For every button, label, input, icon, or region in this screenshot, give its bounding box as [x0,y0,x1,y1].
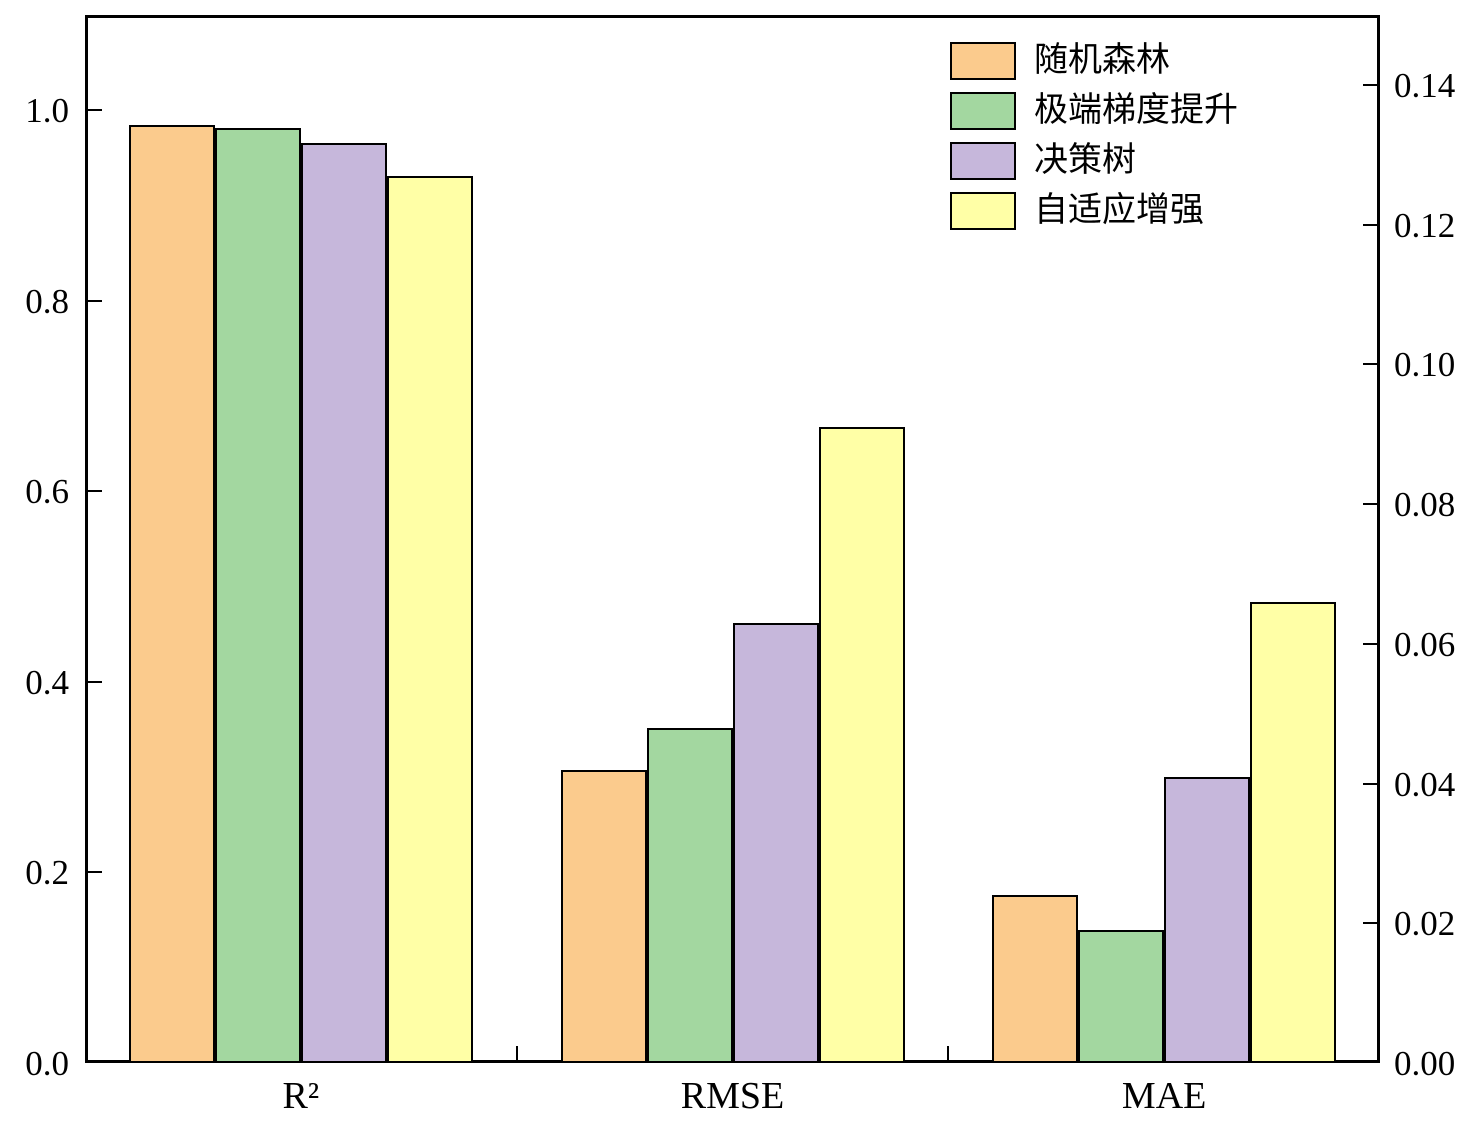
chart-legend: 随机森林极端梯度提升 决策树自适应增强 [950,41,1238,230]
legend-label: 决策树 [1034,141,1136,180]
left-axis-tick-label: 0.2 [25,853,69,893]
left-axis-tick [88,109,102,112]
bar-series3-cat3 [1164,776,1251,1063]
bar-series2-cat2 [646,727,733,1063]
legend-label: 随机森林 [1034,41,1170,80]
right-axis-tick [1363,83,1377,86]
right-axis-tick-label: 0.00 [1394,1044,1456,1083]
right-axis-tick-label: 0.12 [1394,205,1456,245]
right-axis-tick-label: 0.08 [1394,485,1456,525]
left-axis-tick [88,490,102,493]
left-axis-tick-label: 1.0 [25,91,69,131]
legend-item-4: 自适应增强 [950,191,1238,230]
right-axis-tick-label: 0.10 [1394,345,1456,385]
bar-series2-cat3 [1078,930,1165,1063]
x-axis-category-label: RMSE [680,1075,785,1117]
left-axis-tick-label: 0.4 [25,662,69,702]
legend-swatch [950,92,1016,130]
bar-series1-cat3 [992,895,1079,1063]
left-axis-tick [88,680,102,683]
right-axis-tick [1363,922,1377,925]
bar-series3-cat1 [300,142,387,1063]
legend-swatch [950,42,1016,80]
right-axis-tick-label: 0.14 [1394,65,1456,105]
bar-series2-cat1 [214,128,301,1063]
left-axis-tick-label: 0.0 [25,1044,69,1083]
right-axis-tick-label: 0.02 [1394,904,1456,944]
left-axis-tick [88,871,102,874]
left-axis-tick-label: 0.8 [25,281,69,321]
legend-item-2: 极端梯度提升 [950,91,1238,130]
legend-label: 自适应增强 [1034,191,1204,230]
bar-series4-cat3 [1250,601,1337,1063]
x-axis-category-label: MAE [1121,1075,1207,1117]
left-axis-tick [88,299,102,302]
right-axis-tick [1363,223,1377,226]
legend-swatch [950,142,1016,180]
legend-label: 极端梯度提升 [1034,91,1238,130]
right-axis-tick [1363,642,1377,645]
x-axis-boundary-tick [515,1046,518,1060]
right-axis-tick [1363,363,1377,366]
right-axis-tick-label: 0.06 [1394,624,1456,664]
left-axis-tick-label: 0.6 [25,472,69,512]
x-axis-boundary-tick [947,1046,950,1060]
legend-item-1: 随机森林 [950,41,1238,80]
right-axis-tick [1363,503,1377,506]
bar-series1-cat1 [128,124,215,1063]
legend-swatch [950,192,1016,230]
right-axis-tick-label: 0.04 [1394,764,1456,804]
right-axis-tick [1363,782,1377,785]
x-axis-category-label: R² [282,1075,320,1117]
bar-series4-cat1 [386,176,473,1063]
legend-item-3: 决策树 [950,141,1238,180]
bar-series4-cat2 [818,427,905,1063]
bar-series1-cat2 [560,769,647,1063]
bar-series3-cat2 [732,622,819,1063]
